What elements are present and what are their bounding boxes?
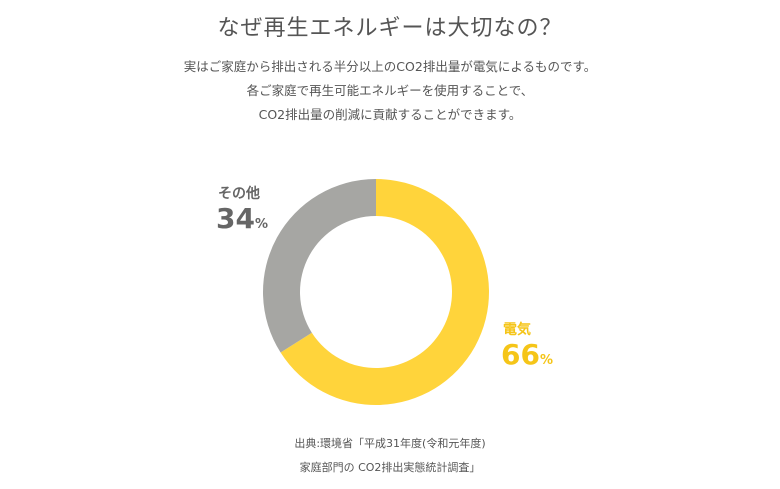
source-line-1: 出典:環境省「平成31年度(令和元年度)	[294, 437, 486, 450]
source-citation: 出典:環境省「平成31年度(令和元年度) 家庭部門の CO2排出実態統計調査」	[0, 432, 780, 480]
donut-slice-2	[263, 179, 376, 353]
slice-label-value-2: 34%	[216, 202, 268, 235]
description-line-1: 実はご家庭から排出される半分以上のCO2排出量が電気によるものです。	[183, 59, 597, 74]
slice-label-value-1: 66%	[501, 338, 553, 371]
donut-slice-1	[280, 179, 489, 406]
description: 実はご家庭から排出される半分以上のCO2排出量が電気によるものです。 各ご家庭で…	[0, 55, 780, 127]
description-line-3: CO2排出量の削減に貢献することができます。	[258, 107, 522, 122]
donut-slices	[263, 179, 489, 406]
description-line-2: 各ご家庭で再生可能エネルギーを使用することで、	[246, 83, 534, 98]
slice-label-name-2: その他	[218, 185, 260, 202]
source-line-2: 家庭部門の CO2排出実態統計調査」	[299, 461, 481, 474]
page-title: なぜ再生エネルギーは大切なの？	[217, 16, 563, 41]
slice-label-name-1: 電気	[503, 321, 531, 338]
